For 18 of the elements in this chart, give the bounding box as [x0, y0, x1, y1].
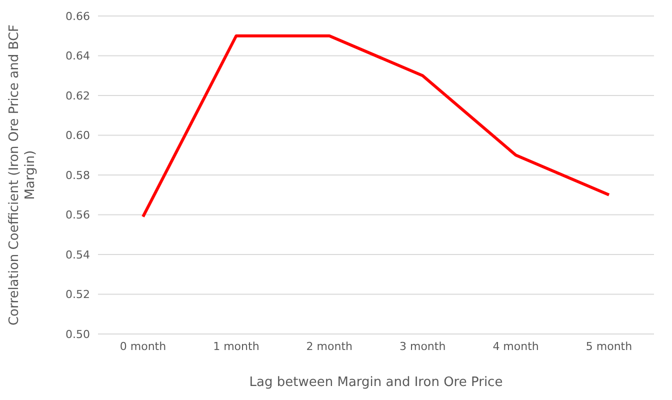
- line-series: [142, 34, 610, 218]
- y-tick-label: 0.56: [66, 208, 90, 222]
- y-tick-label: 0.62: [66, 89, 90, 102]
- y-tick-label: 0.50: [66, 328, 90, 341]
- y-tick-label: 0.66: [66, 10, 90, 23]
- x-tick-label: 3 month: [400, 340, 446, 353]
- x-axis-title: Lag between Margin and Iron Ore Price: [249, 375, 503, 390]
- y-axis-title: Correlation Coefficient (Iron Ore Price and BCF Margin): [7, 24, 38, 326]
- x-tick-label: 5 month: [586, 340, 632, 353]
- y-tick-label: 0.58: [66, 168, 90, 182]
- y-tick-label: 0.52: [66, 288, 90, 302]
- y-tick-label: 0.60: [66, 129, 90, 142]
- x-tick-label: 1 month: [213, 340, 260, 353]
- y-tick-label: 0.54: [66, 248, 90, 262]
- x-tick-label: 2 month: [306, 340, 353, 353]
- y-tick-label: 0.64: [66, 50, 90, 63]
- x-tick-label: 4 month: [492, 340, 539, 353]
- x-tick-label: 0 month: [120, 340, 166, 353]
